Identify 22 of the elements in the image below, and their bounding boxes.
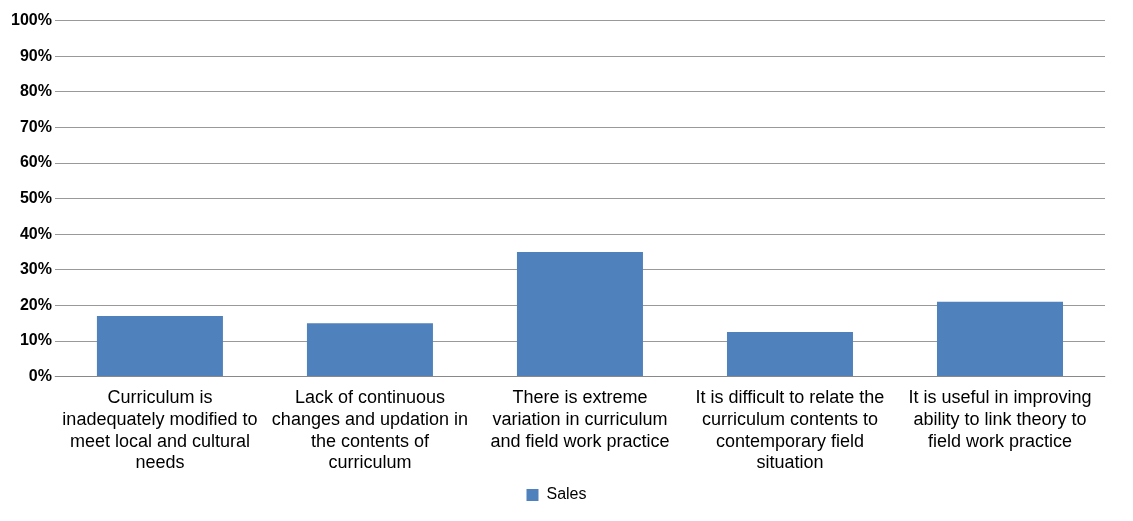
- x-tick-label: Curriculum is inadequately modified to meet local and cultural needs: [62, 387, 258, 473]
- bar: [96, 316, 223, 377]
- y-tick-label: 0%: [28, 367, 52, 385]
- y-tick-label: 30%: [19, 260, 52, 278]
- x-tick-label: It is difficult to relate the curriculum contents to contemporary field situation: [695, 387, 885, 473]
- y-tick-label: 60%: [19, 153, 52, 171]
- y-tick-label: 80%: [19, 82, 52, 100]
- y-tick-label: 20%: [19, 295, 52, 313]
- legend-label: Sales: [546, 485, 587, 503]
- bar: [726, 332, 853, 377]
- x-tick-label: It is useful in improving ability to link theory to field work practice: [908, 387, 1092, 451]
- y-tick-label: 100%: [11, 11, 52, 29]
- bar: [306, 323, 433, 377]
- bar: [516, 252, 643, 377]
- y-tick-label: 70%: [19, 117, 52, 135]
- y-tick-label: 50%: [19, 189, 52, 207]
- y-tick-label: 90%: [19, 46, 52, 64]
- y-tick-label: 40%: [19, 224, 52, 242]
- x-tick-label: There is extreme variation in curriculum and field work practice: [490, 387, 670, 451]
- x-tick-label: Lack of continuous changes and updation in the contents of curriculum: [271, 387, 469, 473]
- y-tick-label: 10%: [19, 331, 52, 349]
- bar: [936, 301, 1063, 377]
